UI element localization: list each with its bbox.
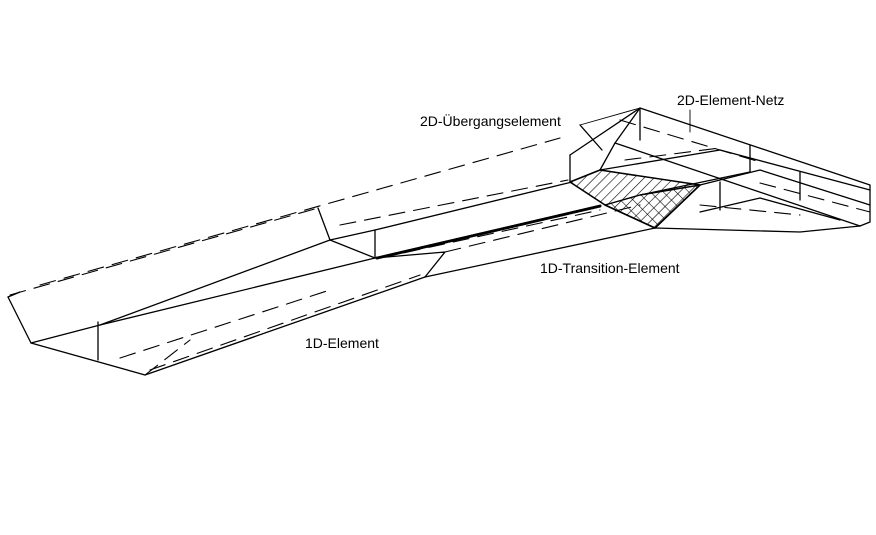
two-d-element-mesh [569,107,871,233]
one-d-element-section [7,137,569,376]
label-1d-element: 1D-Element [305,335,379,351]
label-2d-element-mesh: 2D-Element-Netz [677,92,785,108]
label-1d-transition-element: 1D-Transition-Element [540,260,680,276]
one-d-transition-section [374,181,656,278]
label-2d-transition-element: 2D-Übergangselement [420,113,561,129]
